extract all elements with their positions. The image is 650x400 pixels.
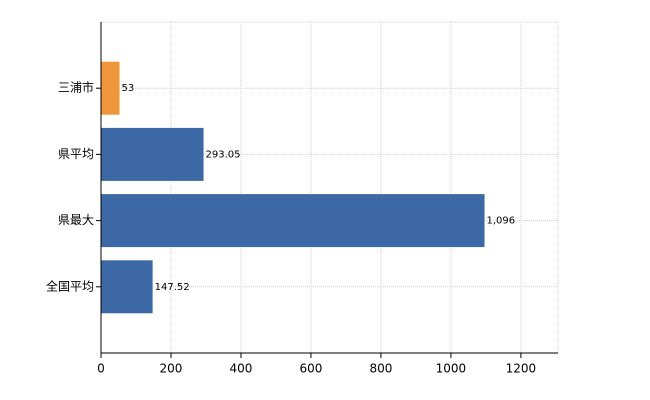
value-label: 53: [122, 83, 135, 94]
value-label: 1,096: [487, 216, 516, 227]
x-tick-label: 600: [300, 362, 323, 376]
x-tick-label: 0: [97, 362, 105, 376]
bar: [101, 127, 204, 181]
y-tick-label: 全国平均: [46, 278, 94, 293]
value-label: 147.52: [155, 282, 190, 293]
bar: [101, 194, 485, 248]
y-tick-label: 県最大: [58, 213, 94, 227]
x-tick-label: 400: [230, 362, 253, 376]
y-tick-label: 三浦市: [58, 80, 94, 95]
x-tick-label: 1200: [506, 362, 537, 376]
x-tick-label: 1000: [436, 362, 467, 376]
x-tick-label: 200: [160, 362, 183, 376]
bar: [101, 260, 153, 314]
y-tick-label: 県平均: [58, 147, 94, 161]
value-label: 293.05: [206, 149, 241, 160]
x-tick-label: 800: [369, 362, 392, 376]
bar: [101, 61, 120, 115]
